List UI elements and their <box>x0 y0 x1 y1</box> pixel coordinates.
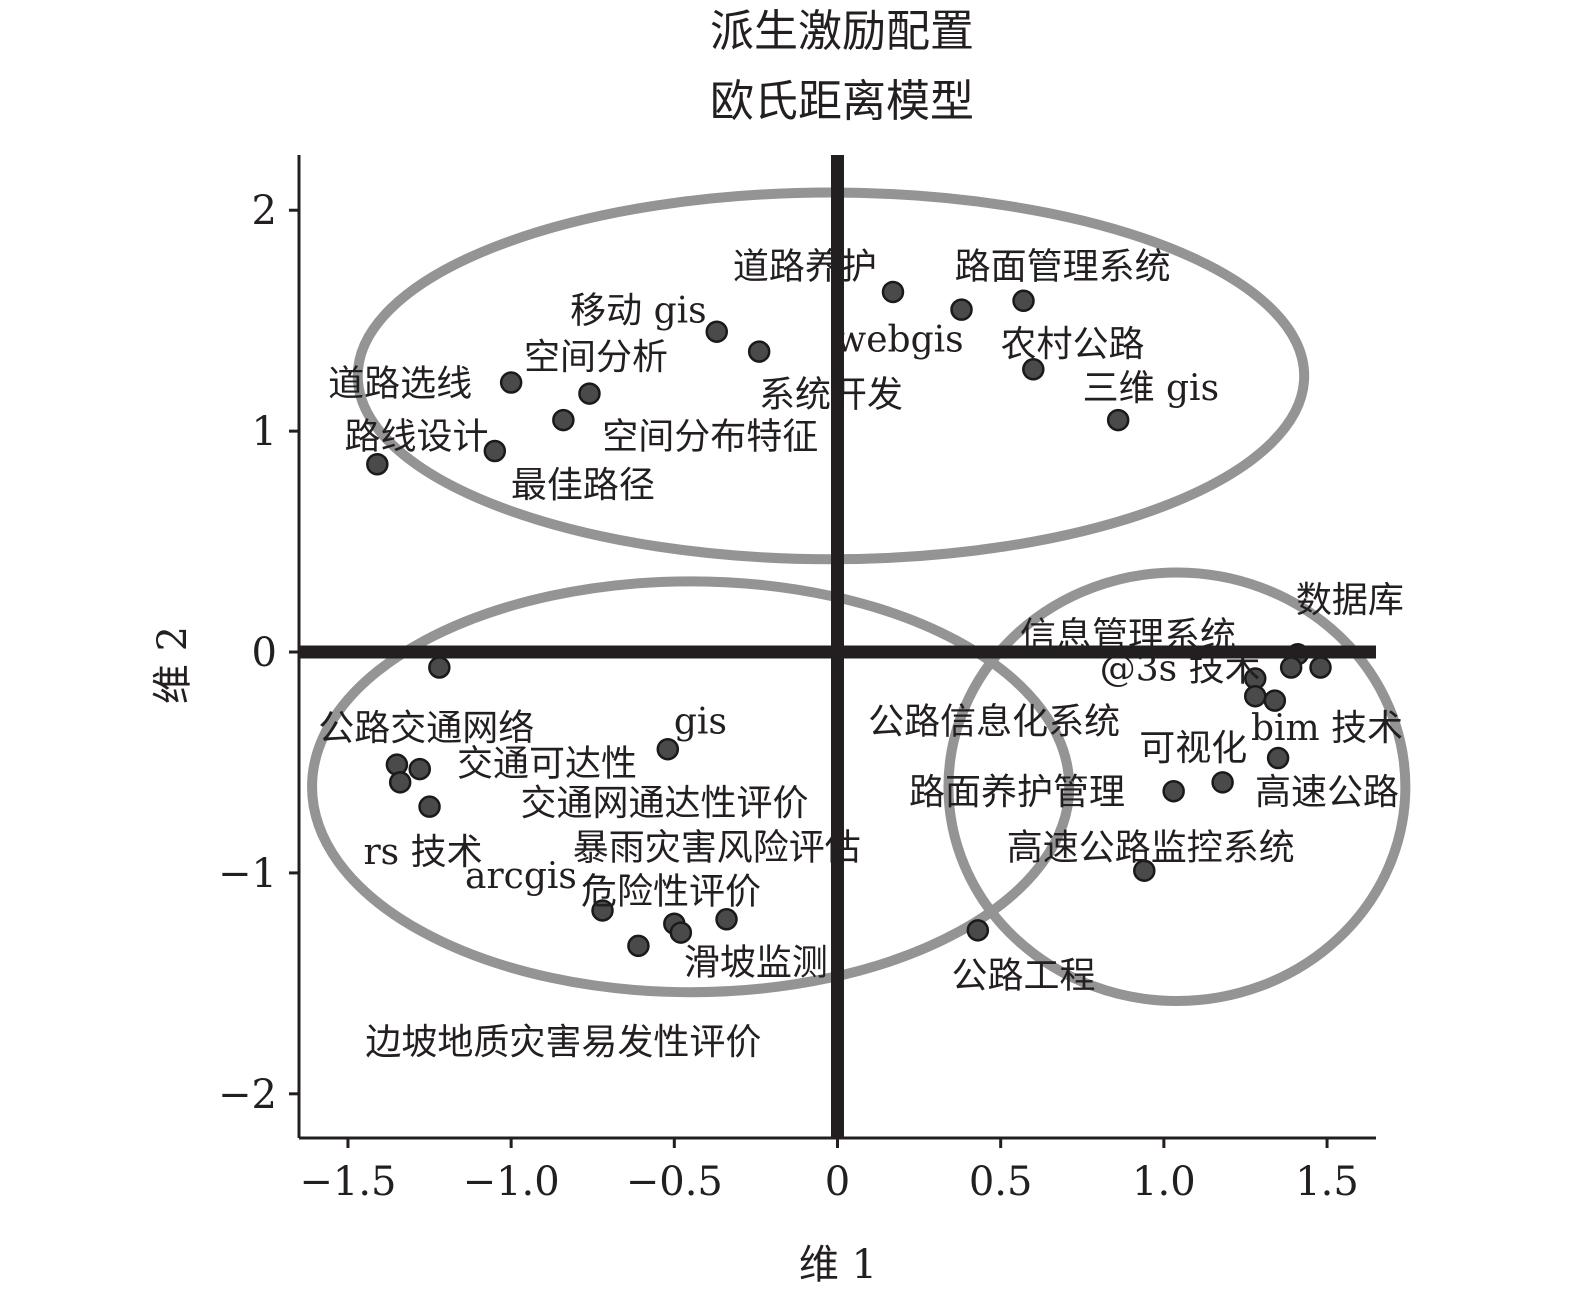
data-point-6 <box>1022 358 1045 381</box>
point-label: 道路养护 <box>733 246 877 287</box>
data-point-29 <box>591 899 614 922</box>
chart-title: 派生激励配置 <box>710 6 974 57</box>
point-label: 道路选线 <box>328 364 472 405</box>
data-point-34 <box>966 919 990 942</box>
data-point-7 <box>499 371 523 394</box>
data-point-5 <box>747 340 771 363</box>
y-tick-label: 0 <box>252 630 277 676</box>
x-tick-label: 1.5 <box>1295 1159 1359 1205</box>
point-label: rs 技术 <box>363 832 482 873</box>
data-point-4 <box>705 320 728 343</box>
point-label: 空间分布特征 <box>602 417 818 458</box>
point-label: 高速公路监控系统 <box>1007 827 1295 868</box>
x-tick-label: 1.0 <box>1132 1159 1196 1205</box>
y-axis-title: 维 2 <box>150 626 196 704</box>
data-point-26 <box>388 771 412 794</box>
data-point-16 <box>1309 656 1332 679</box>
data-point-3 <box>1012 289 1035 313</box>
point-label: 可视化 <box>1139 728 1247 769</box>
data-point-28 <box>1133 859 1156 882</box>
axes: −1.5 −1.0 −0.5 0 0.5 1.0 1.5 2 1 0 −1 −2 <box>218 155 1376 1205</box>
point-label: arcgis <box>465 856 577 897</box>
data-point-11 <box>483 439 507 463</box>
cluster-ellipse-3 <box>943 567 1411 1007</box>
data-point-9 <box>552 408 575 432</box>
point-label: 公路信息化系统 <box>868 702 1120 743</box>
data-point-8 <box>578 382 601 405</box>
data-point-2 <box>950 298 973 321</box>
data-point-10 <box>1106 408 1130 432</box>
point-label: 空间分析 <box>524 337 668 378</box>
point-label: webgis <box>835 319 963 360</box>
point-label: 公路交通网络 <box>318 708 534 749</box>
data-point-20 <box>1266 746 1290 770</box>
point-label: 三维 gis <box>1083 368 1219 409</box>
point-label: 农村公路 <box>1000 324 1144 365</box>
point-label: gis <box>674 702 727 743</box>
data-point-12 <box>366 453 389 476</box>
data-point-23 <box>656 737 680 761</box>
data-point-22 <box>1162 779 1185 803</box>
point-label: @3s 技术 <box>1100 648 1261 689</box>
data-point-1 <box>881 280 905 304</box>
chart-subtitle: 欧氏距离模型 <box>710 76 974 127</box>
x-axis-title: 维 1 <box>799 1242 877 1288</box>
point-label: 路线设计 <box>344 417 488 458</box>
x-tick-label: 0 <box>825 1159 850 1205</box>
cluster-ellipses <box>307 187 1411 1007</box>
point-label: 路面养护管理 <box>909 772 1125 813</box>
point-label: 滑坡监测 <box>684 942 828 983</box>
point-label: 系统开发 <box>759 375 903 416</box>
x-tick-label: −0.5 <box>626 1159 723 1205</box>
data-point-33 <box>627 934 650 958</box>
point-label: 交通可达性 <box>457 743 637 784</box>
data-point-31 <box>715 908 738 931</box>
y-tick-label: −2 <box>218 1072 277 1118</box>
data-point-21 <box>1211 771 1234 794</box>
point-label: 公路工程 <box>952 956 1096 997</box>
point-label: 交通网通达性评价 <box>521 783 809 824</box>
point-label: 危险性评价 <box>581 872 761 913</box>
data-point-13 <box>428 656 451 679</box>
x-tick-label: −1.0 <box>463 1159 560 1205</box>
x-tick-label: 0.5 <box>969 1159 1033 1205</box>
cluster-ellipse-2 <box>307 576 1075 998</box>
point-label: 信息管理系统 <box>1020 615 1236 656</box>
point-label: 边坡地质灾害易发性评价 <box>365 1022 761 1063</box>
point-label: 最佳路径 <box>511 465 655 506</box>
point-label: 暴雨灾害风险评估 <box>573 827 861 868</box>
data-point-32 <box>669 921 693 944</box>
point-label: 路面管理系统 <box>955 246 1171 287</box>
y-tick-label: 2 <box>252 188 277 234</box>
data-point-15 <box>1279 656 1303 679</box>
y-tick-label: 1 <box>252 409 277 455</box>
point-label: 高速公路 <box>1255 772 1399 813</box>
data-point-19 <box>1263 689 1287 712</box>
x-tick-label: −1.5 <box>299 1159 396 1205</box>
cluster-ellipse-1 <box>352 187 1310 565</box>
data-point-27 <box>418 795 441 818</box>
point-label: bim 技术 <box>1251 708 1403 749</box>
y-tick-label: −1 <box>218 851 277 897</box>
data-points <box>366 280 1332 958</box>
point-label: 移动 gis <box>570 291 706 332</box>
point-label: 数据库 <box>1296 580 1404 621</box>
data-point-25 <box>408 757 432 781</box>
